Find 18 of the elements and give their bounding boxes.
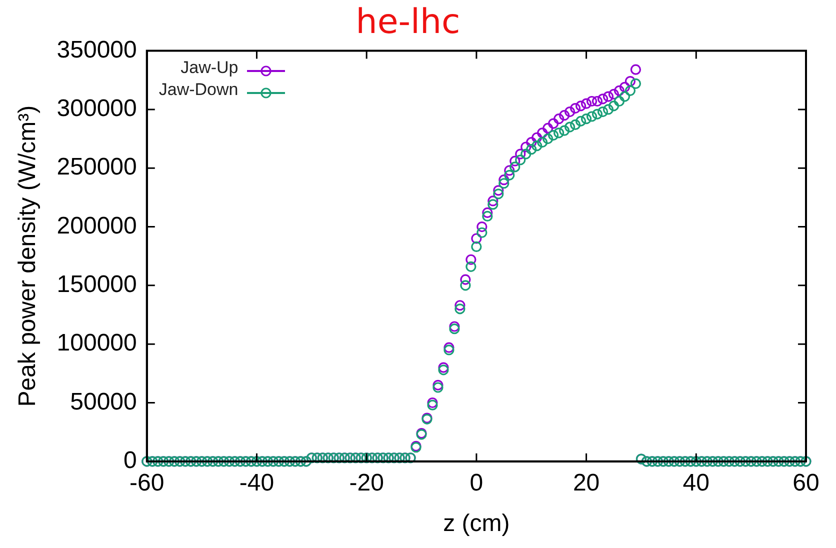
y-tick-label: 50000 [70,388,137,416]
x-tick-label: -20 [349,469,384,496]
x-tick-label: -40 [239,469,274,496]
y-tick-label: 250000 [56,154,137,181]
x-tick-label: 20 [572,469,600,496]
y-tick-label: 100000 [56,330,137,357]
legend-label: Jaw-Down [158,80,238,100]
y-tick-label: 300000 [56,95,137,122]
x-axis-title: z (cm) [443,510,510,538]
chart-title: he-lhc [356,2,460,42]
x-tick-label: 60 [792,469,820,496]
y-tick-label: 200000 [56,212,137,240]
y-axis-title: Peak power density (W/cm³) [14,105,42,407]
y-tick-label: 150000 [56,271,137,298]
x-tick-label: 40 [682,469,710,496]
legend-label: Jaw-Up [180,58,238,78]
y-tick-label: 350000 [56,36,137,64]
x-tick-label: 0 [470,469,484,496]
